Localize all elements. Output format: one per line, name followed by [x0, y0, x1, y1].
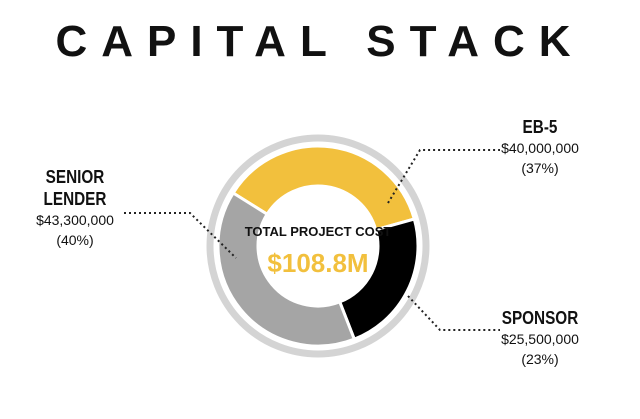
segment-share: (23%) — [521, 351, 559, 367]
donut-segment — [231, 144, 417, 232]
leaders — [124, 149, 500, 331]
segment-value: $25,500,000 — [501, 331, 579, 347]
donut — [216, 144, 420, 348]
leader-line — [407, 295, 500, 331]
outer-ring — [206, 134, 430, 358]
segment-name: EB-5 — [522, 117, 558, 137]
segment-value: $40,000,000 — [501, 140, 579, 156]
center-label: TOTAL PROJECT COST — [245, 224, 392, 239]
center-total: $108.8M — [267, 248, 368, 278]
donut-segment — [216, 190, 357, 348]
leader-line — [387, 149, 500, 204]
segment-value: $43,300,000 — [36, 212, 114, 228]
leader-line — [124, 212, 237, 259]
chart-title: CAPITAL STACK — [55, 17, 584, 66]
segment-label: EB-5 $40,000,000 (37%) — [490, 116, 590, 178]
segment-share: (37%) — [521, 160, 559, 176]
segment-label: SENIOR LENDER $43,300,000 (40%) — [20, 166, 130, 250]
segment-name: SPONSOR — [501, 308, 579, 328]
segment-share: (40%) — [56, 232, 94, 248]
segment-label: SPONSOR $25,500,000 (23%) — [490, 307, 590, 369]
segment-name: SENIOR LENDER — [43, 167, 107, 209]
